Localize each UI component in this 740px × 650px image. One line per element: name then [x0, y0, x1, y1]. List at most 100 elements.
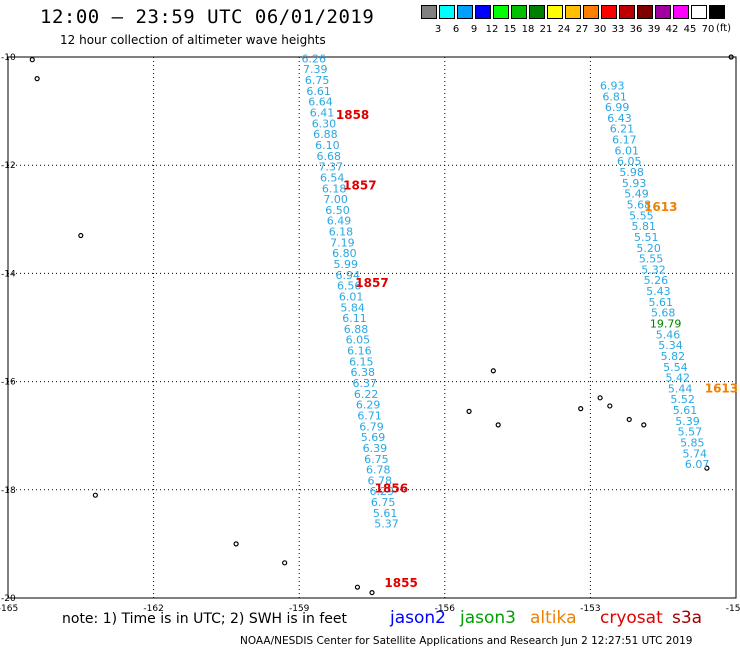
- wave-height-label: 5.55: [629, 209, 654, 222]
- wave-height-label: 6.15: [349, 355, 374, 368]
- wave-height-label: 6.17: [612, 134, 637, 147]
- chart-subtitle: 12 hour collection of altimeter wave hei…: [60, 33, 326, 47]
- wave-height-label: 6.05: [617, 155, 642, 168]
- island-outline: [282, 560, 288, 566]
- wave-height-label: 7.19: [330, 236, 355, 249]
- pass-time-label: 1855: [384, 576, 417, 590]
- wave-height-label: 6.61: [306, 85, 331, 98]
- color-scale-label: 21: [539, 24, 553, 35]
- x-tick-label: -159: [289, 604, 310, 614]
- wave-height-label: 6.75: [364, 453, 389, 466]
- color-scale-swatch: [547, 5, 563, 19]
- wave-height-label: 5.61: [673, 404, 698, 417]
- wave-height-label: 5.44: [668, 382, 693, 395]
- wave-height-label: 6.01: [615, 144, 640, 157]
- wave-height-label: 6.39: [363, 442, 388, 455]
- wave-height-label: 6.68: [317, 150, 342, 163]
- color-scale-label: 3: [434, 24, 442, 35]
- island-outline: [369, 589, 375, 596]
- island-outline: [728, 54, 734, 60]
- color-scale-label: 12: [485, 24, 499, 35]
- wave-height-label: 6.75: [305, 74, 330, 87]
- plot-frame: [7, 56, 737, 599]
- footnote: note: 1) Time is in UTC; 2) SWH is in fe…: [62, 611, 348, 627]
- color-scale-swatch: [655, 5, 671, 19]
- color-scale-label: 15: [503, 24, 517, 35]
- wave-height-label: 6.43: [607, 112, 632, 125]
- x-tick-label: -162: [143, 604, 163, 614]
- y-tick-label: -10: [1, 53, 16, 63]
- pass-time-label: 1613: [644, 200, 677, 214]
- color-scale-swatch: [493, 5, 509, 19]
- wave-height-label: 6.54: [320, 171, 345, 184]
- wave-height-label: 5.99: [334, 258, 359, 271]
- wave-height-label: 6.78: [366, 464, 391, 477]
- color-scale-label: 70: [701, 24, 715, 35]
- color-scale-swatch: [457, 5, 473, 19]
- wave-height-label: 6.01: [339, 290, 364, 303]
- island-outline: [78, 232, 84, 239]
- x-tick-label: -165: [0, 604, 18, 614]
- wave-height-label: 5.54: [663, 361, 688, 374]
- wave-height-label: 6.38: [351, 366, 376, 379]
- wave-height-label: 5.46: [656, 328, 681, 341]
- wave-height-label: 6.78: [368, 474, 393, 487]
- wave-height-label: 6.29: [369, 485, 394, 498]
- wave-height-label: 6.07: [685, 458, 710, 471]
- wave-height-label: 6.75: [371, 496, 396, 509]
- pass-time-label: 1858: [336, 108, 369, 122]
- color-scale-label: 9: [470, 24, 478, 35]
- wave-height-label: 5.61: [649, 296, 674, 309]
- wave-height-label: 5.20: [636, 242, 661, 255]
- wave-height-label: 6.37: [352, 377, 377, 390]
- wave-height-label: 5.32: [641, 263, 666, 276]
- color-scale-label: 45: [683, 24, 697, 35]
- wave-height-label: 5.34: [658, 339, 683, 352]
- color-scale-swatch: [439, 5, 455, 19]
- wave-height-label: 5.52: [670, 393, 695, 406]
- wave-height-label: 7.00: [323, 193, 348, 206]
- x-tick-label: -156: [435, 604, 456, 614]
- wave-height-label: 6.21: [610, 123, 635, 136]
- island-outline: [490, 368, 496, 374]
- wave-height-label: 5.74: [682, 447, 707, 460]
- wave-height-label: 6.88: [344, 323, 369, 336]
- pass-time-label: 1857: [355, 276, 388, 290]
- legend-cryosat: cryosat: [600, 608, 663, 628]
- chart-title: 12:00 – 23:59 UTC 06/01/2019: [40, 6, 375, 28]
- island-outline: [495, 422, 501, 428]
- island-outline: [641, 422, 647, 428]
- island-outline: [626, 416, 632, 423]
- wave-height-label: 5.69: [361, 431, 386, 444]
- color-scale-label: 6: [452, 24, 460, 35]
- wave-height-label: 6.18: [322, 182, 347, 195]
- wave-height-label: 5.42: [666, 372, 691, 385]
- legend-jason3: jason3: [460, 608, 516, 628]
- x-tick-label: -153: [580, 604, 600, 614]
- wave-height-label: 6.50: [325, 204, 350, 217]
- color-scale-label: 36: [629, 24, 643, 35]
- island-outline: [29, 57, 35, 63]
- color-scale-swatch: [583, 5, 599, 19]
- wave-height-label: 5.98: [619, 166, 644, 179]
- wave-height-label: 5.37: [374, 518, 399, 531]
- color-scale-swatch: [619, 5, 635, 19]
- wave-height-label: 19.79: [650, 318, 682, 331]
- wave-height-label: 5.85: [680, 437, 705, 450]
- color-scale-swatch: [529, 5, 545, 19]
- wave-height-label: 6.88: [313, 128, 338, 141]
- color-scale-label: 18: [521, 24, 535, 35]
- color-scale-swatch: [637, 5, 653, 19]
- wave-height-label: 6.94: [335, 269, 360, 282]
- wave-height-label: 6.41: [310, 107, 335, 120]
- y-tick-label: -16: [1, 378, 16, 388]
- color-scale-label: 42: [665, 24, 679, 35]
- island-outline: [354, 584, 361, 590]
- color-scale-swatch: [673, 5, 689, 19]
- y-tick-label: -14: [1, 269, 16, 279]
- wave-height-label: 6.30: [312, 117, 337, 130]
- wave-height-label: 5.68: [627, 198, 652, 211]
- wave-height-label: 5.93: [622, 177, 647, 190]
- wave-height-label: 5.68: [651, 307, 676, 320]
